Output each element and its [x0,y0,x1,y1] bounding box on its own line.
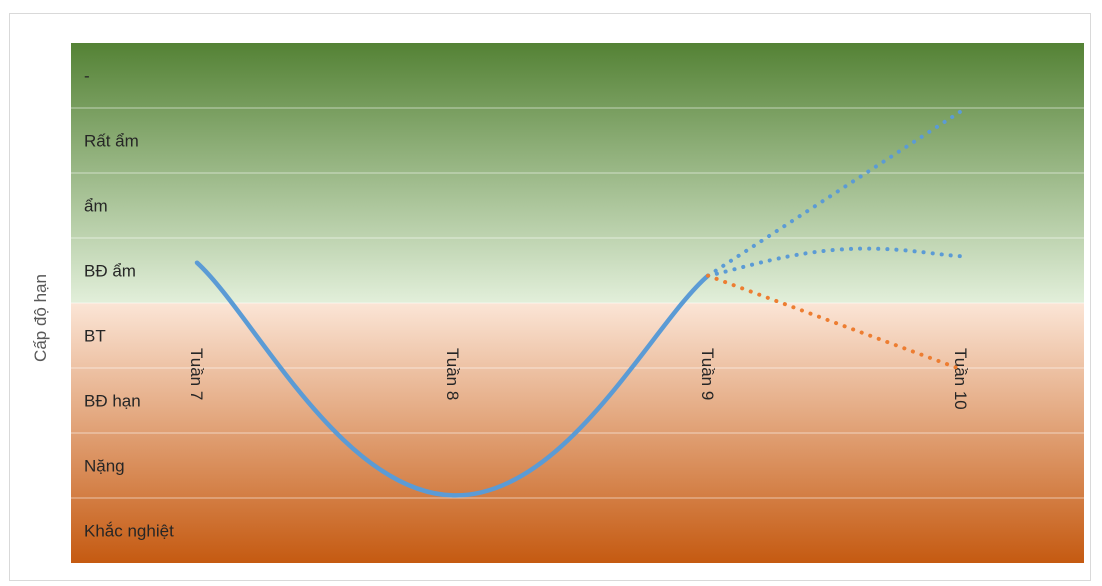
x-tick-label: Tuần 10 [951,348,970,410]
x-tick-label: Tuần 7 [187,348,206,400]
level-label: Nặng [84,457,125,476]
series-lines [194,109,963,498]
x-tick-label: Tuần 9 [698,348,717,400]
level-label: Khắc nghiệt [84,522,174,541]
grid-lines [71,107,1084,499]
level-label: - [84,67,90,86]
observed-line-0 [194,260,711,498]
forecast-line-3 [706,273,963,372]
level-label: BĐ ẩm [84,262,136,281]
x-tick-labels: Tuần 7 Tuần 8 Tuần 9 Tuần 10 [187,348,970,410]
level-label: ẩm [84,197,108,216]
level-labels: - Rất ẩm ẩm BĐ ẩm BT BĐ hạn Nặng Khắc nghiệt [84,67,174,541]
level-label: Rất ẩm [84,132,139,151]
forecast-line-2 [706,246,963,278]
level-label: BĐ hạn [84,392,141,411]
x-tick-label: Tuần 8 [443,348,462,400]
level-label: BT [84,327,106,346]
y-axis-label: Cấp độ hạn [31,274,50,362]
